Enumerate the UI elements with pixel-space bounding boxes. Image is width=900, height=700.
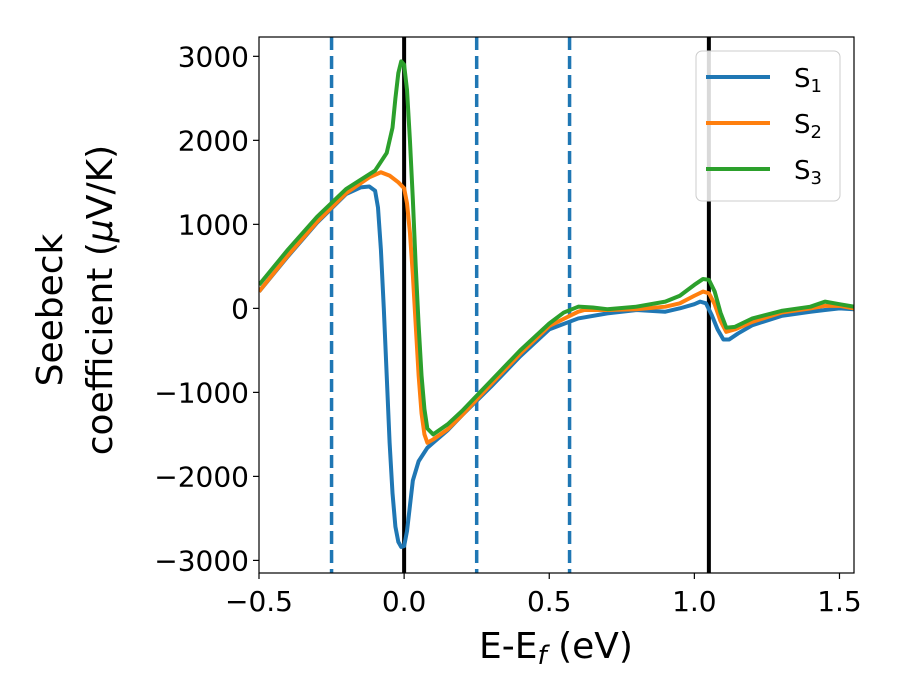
series-line-s1	[259, 184, 854, 549]
y-tick-label: 0	[231, 292, 249, 325]
x-tick-label: 1.5	[817, 585, 862, 618]
legend-label-s1: S1	[794, 64, 822, 97]
series-line-s2	[259, 170, 854, 445]
y-tick-label: −3000	[154, 544, 249, 577]
legend-box	[695, 50, 841, 202]
x-axis-label: E-Ef (eV)	[479, 626, 633, 671]
series-line-s3	[259, 59, 854, 437]
legend-label-s3: S3	[794, 156, 822, 189]
y-tick-label: −1000	[154, 376, 249, 409]
y-axis-label: Seebeck coefficient (μV/K)	[30, 145, 121, 455]
y-tick-label: 1000	[178, 208, 249, 241]
y-axis-ticks: 3000 2000 1000 0 −1000 −2000 −3000	[154, 40, 259, 577]
plot-frame	[258, 36, 855, 574]
x-tick-label: 1.0	[672, 585, 717, 618]
y-axis-label-line2: coefficient (μV/K)	[80, 145, 121, 455]
y-tick-label: 2000	[178, 124, 249, 157]
legend: S1 S2 S3	[695, 50, 841, 202]
x-tick-label: 0.0	[382, 585, 427, 618]
x-tick-label: 0.5	[527, 585, 572, 618]
x-tick-label: −0.5	[225, 585, 293, 618]
y-tick-label: 3000	[178, 40, 249, 73]
x-axis-ticks: −0.5 0.0 0.5 1.0 1.5	[225, 573, 862, 618]
series-lines	[259, 59, 854, 549]
legend-label-s2: S2	[794, 110, 822, 143]
y-tick-label: −2000	[154, 460, 249, 493]
y-axis-label-line1: Seebeck	[30, 233, 71, 386]
